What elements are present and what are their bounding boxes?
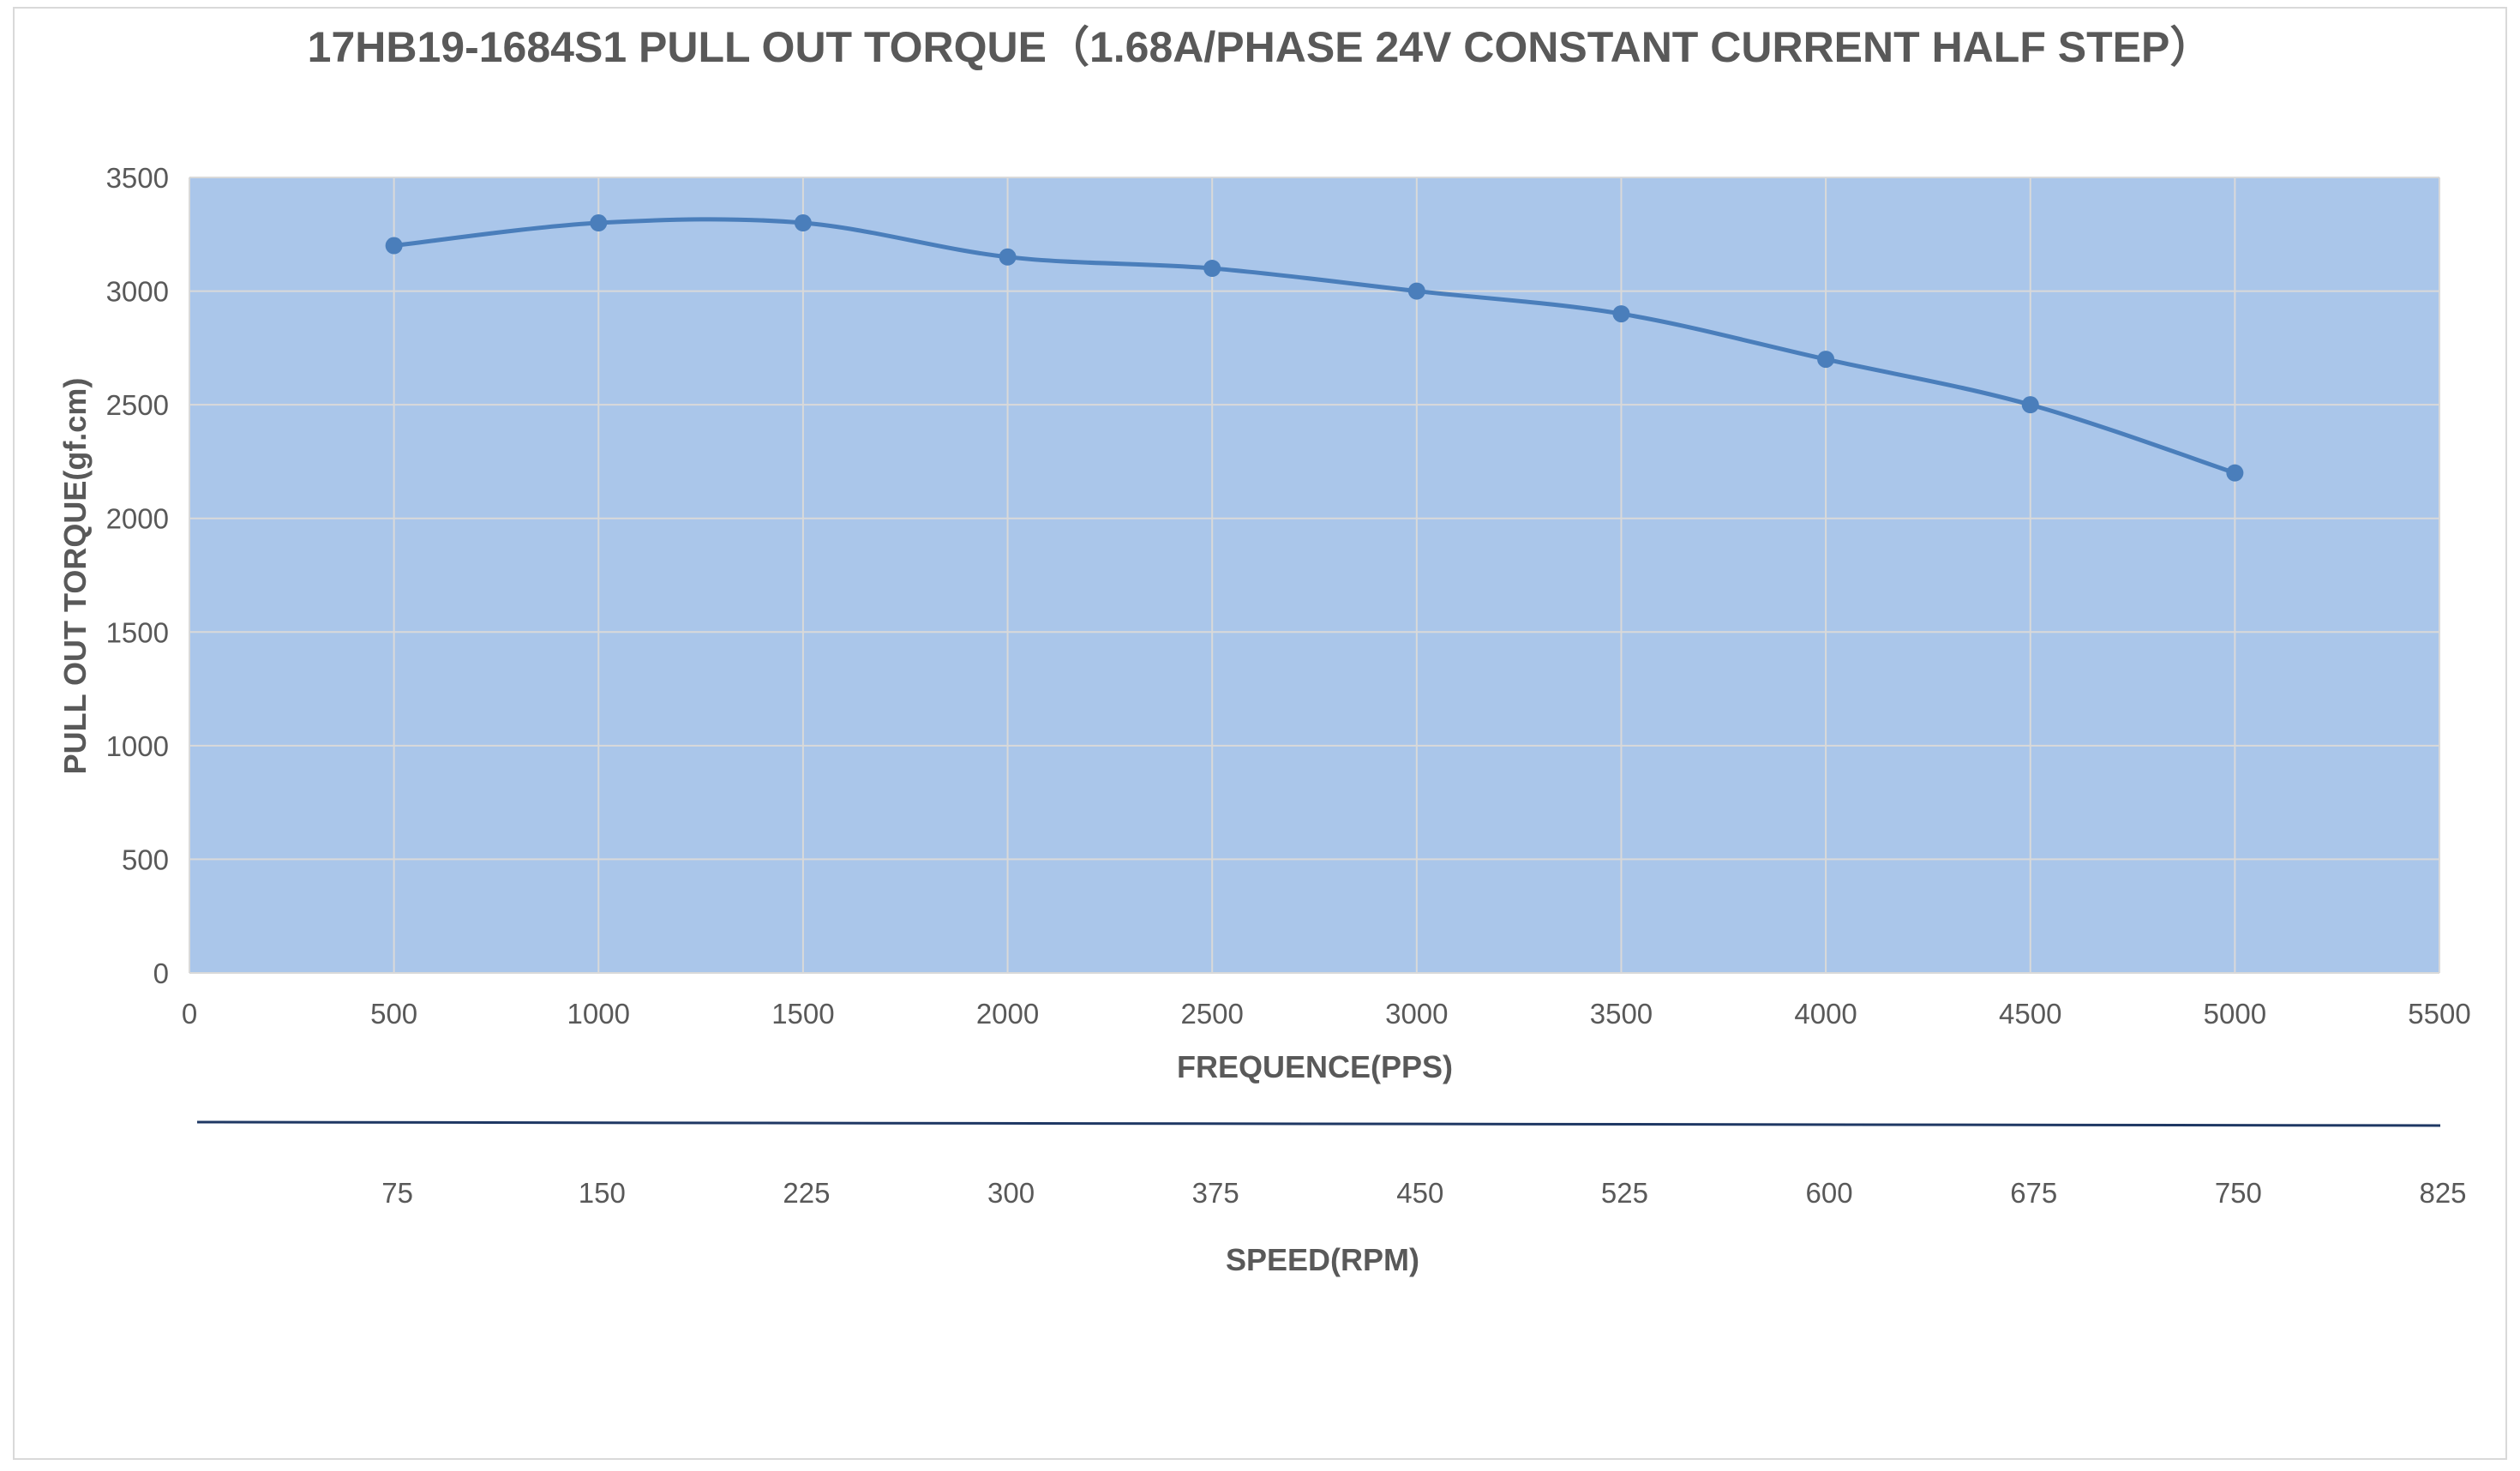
y-tick-label: 2000 xyxy=(106,503,169,535)
chart-title: 17HB19-1684S1 PULL OUT TORQUE（1.68A/PHAS… xyxy=(308,23,2213,71)
data-point xyxy=(2226,464,2244,482)
speed-tick-label: 75 xyxy=(381,1177,413,1209)
data-point xyxy=(1407,282,1425,300)
speed-tick-label: 525 xyxy=(1601,1177,1648,1209)
y-tick-label: 1500 xyxy=(106,616,169,648)
x-tick-label: 4500 xyxy=(1999,998,2061,1030)
x-tick-label: 4000 xyxy=(1794,998,1857,1030)
y-tick-label: 0 xyxy=(153,958,169,989)
x-axis-title: FREQUENCE(PPS) xyxy=(1177,1049,1453,1084)
data-point xyxy=(1203,260,1221,278)
x-tick-label: 1000 xyxy=(567,998,630,1030)
speed-tick-label: 375 xyxy=(1192,1177,1239,1209)
y-tick-label: 3500 xyxy=(106,162,169,194)
x-tick-label: 0 xyxy=(182,998,197,1030)
speed-tick-label: 600 xyxy=(1806,1177,1853,1209)
plot-area xyxy=(189,177,2439,973)
y-tick-label: 3000 xyxy=(106,276,169,308)
x-tick-label: 2500 xyxy=(1180,998,1243,1030)
speed-tick-label: 750 xyxy=(2215,1177,2262,1209)
gridlines xyxy=(189,177,2440,974)
speed-tick-label: 450 xyxy=(1396,1177,1443,1209)
data-point xyxy=(590,214,608,232)
y-axis-title: PULL OUT TORQUE(gf.cm) xyxy=(57,378,93,775)
y-tick-label: 2500 xyxy=(106,389,169,421)
x-tick-label: 5500 xyxy=(2408,998,2470,1030)
x-tick-label: 3500 xyxy=(1590,998,1653,1030)
speed-tick-label: 150 xyxy=(579,1177,626,1209)
data-point xyxy=(999,248,1017,266)
y-tick-label: 500 xyxy=(122,844,169,875)
data-point xyxy=(385,237,403,255)
x-axis-ticks: 0 500 1000 1500 2000 2500 3000 3500 4000 4500 5000… xyxy=(182,998,2471,1030)
x-tick-label: 3000 xyxy=(1385,998,1448,1030)
y-axis-ticks: 0 500 1000 1500 2000 2500 3000 3500 xyxy=(106,162,169,989)
speed-tick-label: 675 xyxy=(2010,1177,2057,1209)
speed-tick-label: 825 xyxy=(2419,1177,2466,1209)
x-tick-label: 5000 xyxy=(2204,998,2266,1030)
speed-tick-label: 300 xyxy=(987,1177,1035,1209)
speed-tick-label: 225 xyxy=(783,1177,830,1209)
torque-series-line xyxy=(393,217,2236,476)
secondary-axis-ticks: 75 150 225 300 375 450 525 600 675 750 825 xyxy=(381,1177,2466,1209)
x-tick-label: 2000 xyxy=(976,998,1039,1030)
data-markers xyxy=(385,214,2244,482)
secondary-axis-title: SPEED(RPM) xyxy=(1226,1242,1419,1277)
data-point xyxy=(2021,396,2039,414)
y-tick-label: 1000 xyxy=(106,730,169,762)
chart-frame xyxy=(13,7,2507,1460)
x-tick-label: 1500 xyxy=(771,998,834,1030)
data-point xyxy=(1817,351,1835,369)
data-point xyxy=(1612,305,1630,323)
series-layer xyxy=(393,217,2236,476)
x-tick-label: 500 xyxy=(370,998,417,1030)
secondary-axis-line xyxy=(196,1120,2441,1127)
data-point xyxy=(794,214,812,232)
